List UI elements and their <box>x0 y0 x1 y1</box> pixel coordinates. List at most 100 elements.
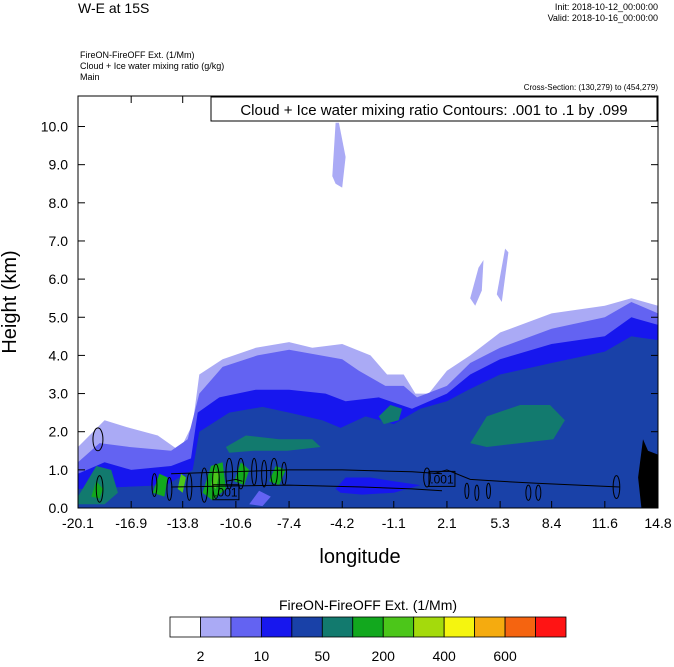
colorbar-label: 400 <box>432 648 456 664</box>
subtitle-domain: Main <box>80 72 100 82</box>
colorbar-title: FireON-FireOFF Ext. (1/Mm) <box>279 597 457 613</box>
x-tick-label: 8.4 <box>542 515 562 531</box>
fill-region-level-1 <box>470 260 484 306</box>
colorbar-swatch <box>169 616 201 638</box>
colorbar-swatch <box>321 616 354 638</box>
fill-region-level-5 <box>225 435 321 453</box>
contour-loop <box>92 427 104 452</box>
plot-frame <box>77 95 659 509</box>
y-tick-label: 2.0 <box>49 424 69 440</box>
colorbar-swatch <box>230 616 262 638</box>
colorbar-swatch <box>443 616 476 638</box>
colorbar-label: 600 <box>493 648 517 664</box>
colorbar-swatch <box>535 616 567 638</box>
colorbar-swatch <box>474 616 506 638</box>
y-tick-label: 10.0 <box>41 119 68 135</box>
colorbar: FireON-FireOFF Ext. (1/Mm) 2 10 50 200 400 60… <box>169 597 567 664</box>
contour-loop <box>423 467 431 488</box>
x-tick-label: 11.6 <box>592 515 618 531</box>
contour-loop <box>251 457 258 486</box>
y-tick-label: 1.0 <box>49 462 69 478</box>
colorbar-swatch <box>352 616 384 638</box>
y-axis-label: Height (km) <box>0 250 21 353</box>
x-tick-label: -4.2 <box>330 515 354 531</box>
y-tick-label: 7.0 <box>49 233 69 249</box>
contour-loop <box>270 457 278 486</box>
colorbar-label: 2 <box>197 648 205 664</box>
contour-line <box>225 478 243 482</box>
axes: -20.1 -16.9 -13.8 -10.6 -7.4 -4.2 -1.1 2.1 5.3 8.… <box>41 96 672 531</box>
fill-region-level-3 <box>335 477 421 495</box>
x-tick-label: -1.1 <box>382 515 406 531</box>
fill-region-level-4 <box>78 336 658 508</box>
subtitle-fill-variable: FireON-FireOFF Ext. (1/Mm) <box>80 50 195 60</box>
filled-contours <box>78 122 658 508</box>
valid-time: Valid: 2018-10-16_00:00:00 <box>547 13 658 23</box>
x-tick-label: -10.6 <box>220 515 252 531</box>
x-tick-label: -20.1 <box>62 515 94 531</box>
terrain <box>638 439 658 508</box>
plot-title: W-E at 15S <box>78 0 150 16</box>
contour-loop <box>166 476 173 501</box>
contour-loop <box>95 475 104 503</box>
contour-loop <box>281 461 288 486</box>
colorbar-label: 200 <box>372 648 396 664</box>
fill-region-level-7 <box>177 473 186 493</box>
colorbar-swatch <box>382 616 415 638</box>
y-tick-label: 9.0 <box>49 157 69 173</box>
colorbar-label: 50 <box>315 648 331 664</box>
x-tick-label: 2.1 <box>437 515 457 531</box>
init-time: Init: 2018-10-12_00:00:00 <box>554 2 658 12</box>
colorbar-swatch <box>504 616 536 638</box>
fill-region-level-5 <box>470 405 565 447</box>
fill-region-level-1 <box>332 122 346 188</box>
contour-loop <box>464 482 470 499</box>
y-tick-label: 6.0 <box>49 271 69 287</box>
x-tick-label: 14.8 <box>644 515 671 531</box>
colorbar-swatch <box>413 616 445 638</box>
contour-loop <box>186 473 193 501</box>
contour-info-frame <box>210 96 658 122</box>
contour-label-box <box>212 484 240 501</box>
contour-loop <box>612 475 621 499</box>
x-tick-label: 5.3 <box>490 515 510 531</box>
y-tick-label: 3.0 <box>49 386 69 402</box>
contour-info-text: Cloud + Ice water mixing ratio Contours:… <box>240 102 627 119</box>
contour-loop <box>261 459 268 488</box>
contour-loop <box>535 484 542 501</box>
contour-loop <box>200 467 209 503</box>
x-axis-label: longitude <box>319 546 400 568</box>
colorbar-label: 10 <box>254 648 270 664</box>
contour-line <box>433 469 620 488</box>
y-tick-label: 5.0 <box>49 309 69 325</box>
contour-loop <box>212 463 220 499</box>
contour-label: .001 <box>430 472 454 486</box>
contour-line <box>171 469 443 475</box>
x-tick-label: -13.8 <box>167 515 199 531</box>
fill-region-level-2 <box>249 490 271 507</box>
cross-section-label: Cross-Section: (130,279) to (454,279) <box>523 83 658 92</box>
subtitle-contour-variable: Cloud + Ice water mixing ratio (g/kg) <box>80 61 225 71</box>
contour-loop <box>474 484 480 501</box>
contour-loop <box>237 457 245 490</box>
colorbar-swatch <box>291 616 323 638</box>
y-tick-label: 8.0 <box>49 195 69 211</box>
contour-loop <box>485 482 491 499</box>
fill-region-level-6 <box>91 481 103 499</box>
x-tick-label: -16.9 <box>115 515 147 531</box>
fill-region-level-5 <box>378 405 403 425</box>
colorbar-swatch <box>260 616 293 638</box>
y-tick-label: 4.0 <box>49 347 69 363</box>
contour-label-box <box>428 470 456 487</box>
contour-loop <box>151 473 158 498</box>
fill-region-level-1 <box>496 248 509 302</box>
contour-lines: .001 .001 <box>92 427 621 503</box>
contour-loop <box>225 457 234 490</box>
contour-info-box: Cloud + Ice water mixing ratio Contours:… <box>210 96 658 122</box>
contour-loop <box>525 484 532 501</box>
contour-label: .001 <box>214 486 238 500</box>
x-tick-label: -7.4 <box>277 515 301 531</box>
colorbar-swatch <box>200 616 232 638</box>
y-tick-label: 0.0 <box>49 500 69 516</box>
